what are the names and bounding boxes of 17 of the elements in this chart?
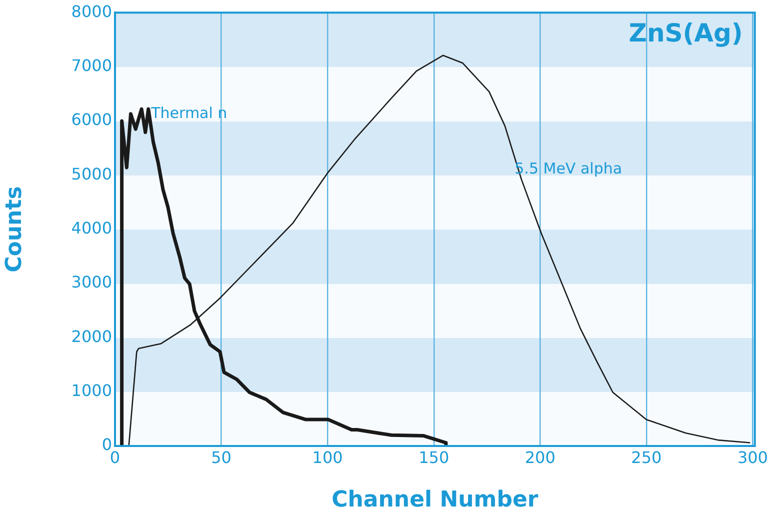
x-tick-label: 300 <box>737 448 768 467</box>
x-tick-label: 100 <box>312 448 343 467</box>
x-tick-label: 200 <box>524 448 556 467</box>
y-tick-label: 4000 <box>71 218 112 238</box>
y-tick-label: 0 <box>102 435 112 454</box>
x-tick-label: 50 <box>211 448 232 467</box>
y-tick-label: 8000 <box>71 2 112 21</box>
x-tick-label: 150 <box>418 448 450 467</box>
x-axis-title: Channel Number <box>332 488 538 513</box>
y-tick-label: 3000 <box>71 272 112 292</box>
y-tick-label: 6000 <box>71 110 112 130</box>
y-tick-label: 7000 <box>71 56 112 75</box>
y-tick-label: 2000 <box>71 326 112 346</box>
y-tick-label: 1000 <box>71 380 112 400</box>
x-tick-label: 250 <box>631 448 662 467</box>
y-tick-label: 5000 <box>71 164 112 184</box>
y-axis-title: Counts <box>2 186 27 272</box>
